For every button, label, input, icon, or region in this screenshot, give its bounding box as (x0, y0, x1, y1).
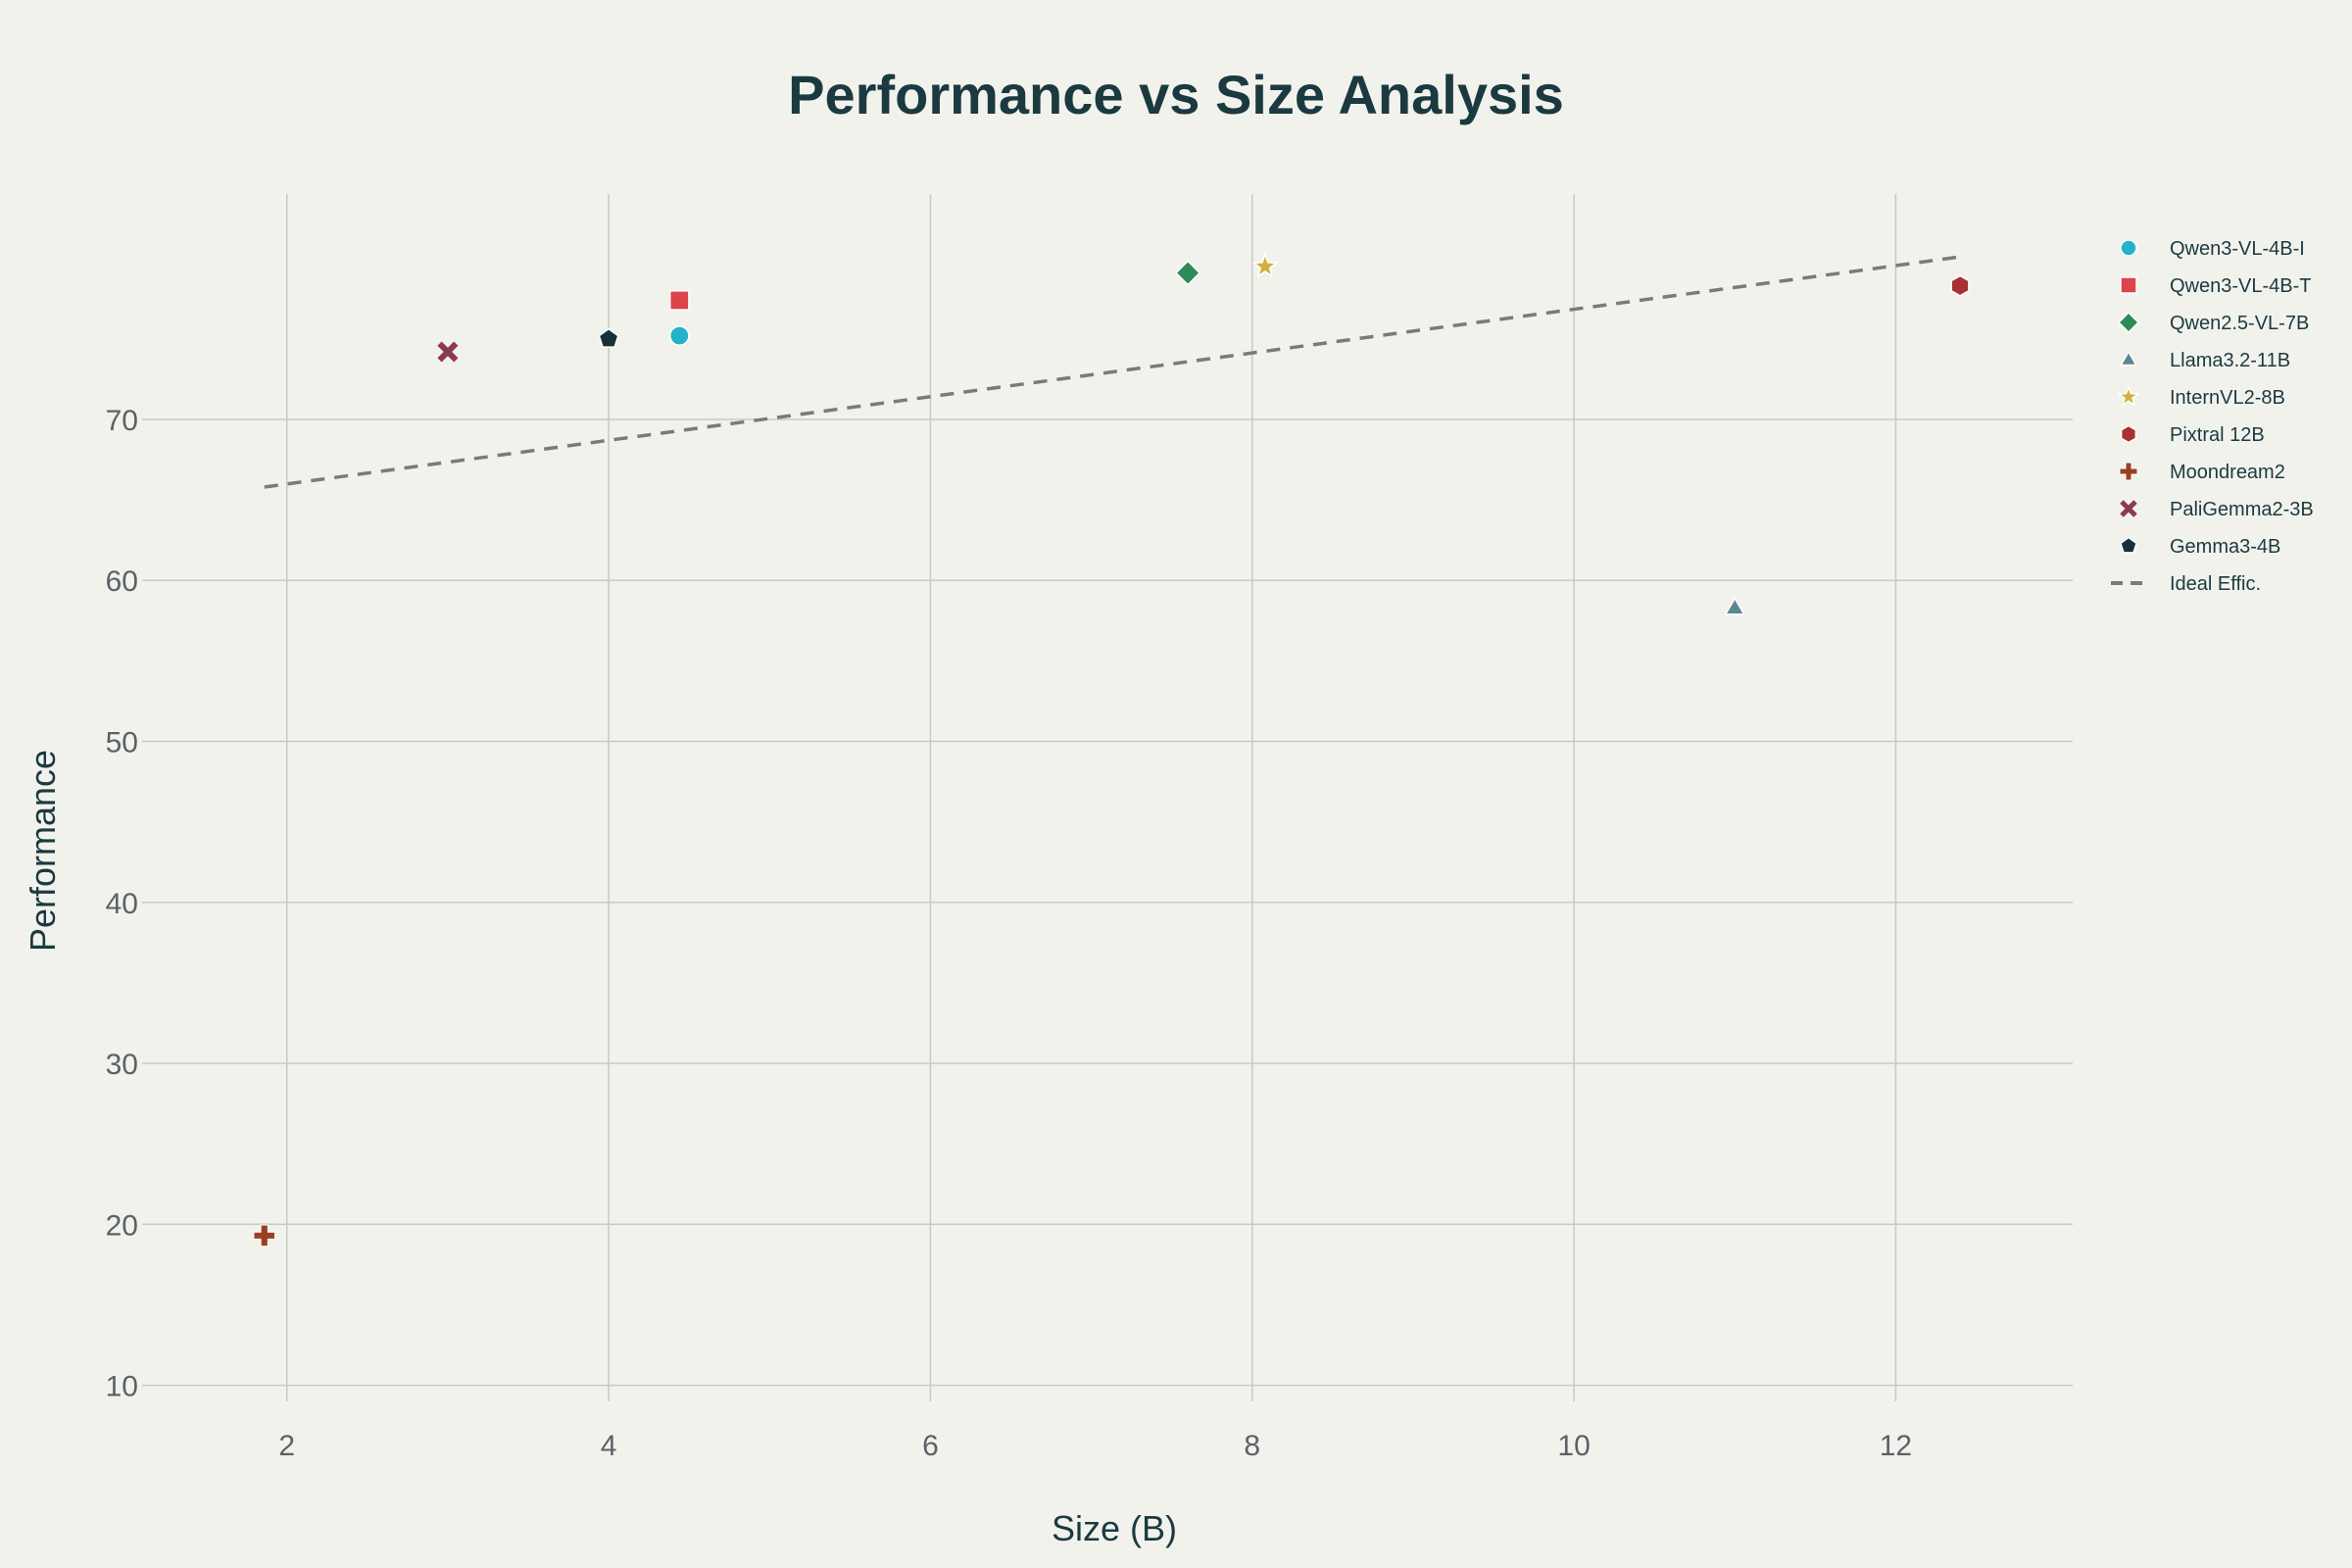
legend-item-paligemma2-3b[interactable]: PaliGemma2-3B (2120, 499, 2314, 520)
legend-item-internvl2-8b[interactable]: InternVL2-8B (2117, 384, 2285, 409)
chart-title: Performance vs Size Analysis (788, 64, 1564, 125)
y-tick-label: 40 (106, 888, 138, 920)
points-layer (253, 252, 1970, 1248)
y-tick-label: 50 (106, 727, 138, 760)
legend-item-llama3-2-11b[interactable]: Llama3.2-11B (2119, 350, 2290, 371)
x-axis-title: Size (B) (1052, 1508, 1177, 1548)
data-point-qwen3-vl-4b-t[interactable] (668, 290, 690, 311)
legend-marker-pixtral-12b[interactable] (2120, 424, 2137, 444)
y-tick-label: 70 (106, 405, 138, 437)
legend-label: Qwen3-VL-4B-I (2170, 238, 2305, 260)
data-point-paligemma2-3b[interactable] (437, 341, 459, 363)
legend-label: Qwen2.5-VL-7B (2170, 313, 2309, 334)
y-tick-label: 60 (106, 565, 138, 598)
legend-label: Ideal Effic. (2170, 573, 2261, 595)
legend-marker-qwen3-vl-4b-i[interactable] (2120, 239, 2137, 257)
trend-line-ideal-effic (264, 255, 1961, 489)
legend-item-moondream2[interactable]: Moondream2 (2119, 462, 2285, 483)
legend-label: Gemma3-4B (2170, 536, 2280, 558)
legend-marker-moondream2[interactable] (2119, 462, 2138, 481)
y-tick-label: 20 (106, 1209, 138, 1242)
legend[interactable]: Qwen3-VL-4B-I Qwen3-VL-4B-T Qwen2.5-VL-7B L… (2111, 238, 2314, 595)
y-axis-title: Performance (23, 750, 63, 952)
ticks-layer: 2 4 6 8 10 12 10 20 30 40 50 60 70 (106, 405, 1912, 1462)
legend-label: PaliGemma2-3B (2170, 499, 2314, 520)
legend-label: Llama3.2-11B (2170, 350, 2290, 371)
legend-marker-llama3-2-11b[interactable] (2119, 350, 2138, 367)
data-point-qwen3-vl-4b-i[interactable] (668, 325, 690, 346)
y-tick-label: 30 (106, 1049, 138, 1081)
legend-item-qwen3-vl-4b-t[interactable]: Qwen3-VL-4B-T (2120, 275, 2312, 297)
legend-marker-qwen3-vl-4b-t[interactable] (2120, 276, 2137, 294)
legend-label: InternVL2-8B (2170, 387, 2285, 409)
legend-label: Qwen3-VL-4B-T (2170, 275, 2312, 297)
data-point-moondream2[interactable] (253, 1224, 276, 1248)
legend-item-gemma3-4b[interactable]: Gemma3-4B (2120, 536, 2280, 558)
legend-label: Pixtral 12B (2170, 424, 2265, 446)
x-tick-label: 2 (278, 1430, 295, 1462)
legend-marker-gemma3-4b[interactable] (2120, 536, 2137, 554)
x-tick-label: 4 (601, 1430, 617, 1462)
legend-marker-paligemma2-3b[interactable] (2120, 500, 2137, 517)
legend-item-pixtral-12b[interactable]: Pixtral 12B (2120, 424, 2265, 446)
legend-label: Moondream2 (2170, 462, 2285, 483)
x-tick-label: 8 (1244, 1430, 1260, 1462)
legend-marker-internvl2-8b[interactable] (2117, 384, 2140, 407)
trend-layer (264, 255, 1961, 489)
data-point-gemma3-4b[interactable] (598, 327, 619, 348)
data-point-llama3-2-11b[interactable] (1724, 597, 1745, 615)
x-tick-label: 6 (922, 1430, 939, 1462)
x-tick-label: 10 (1557, 1430, 1590, 1462)
grid-layer (142, 194, 2073, 1401)
legend-item-qwen2-5-vl-7b[interactable]: Qwen2.5-VL-7B (2117, 311, 2309, 334)
legend-marker-qwen2-5-vl-7b[interactable] (2117, 311, 2140, 334)
data-point-pixtral-12b[interactable] (1950, 274, 1970, 297)
data-point-qwen2-5-vl-7b[interactable] (1175, 260, 1201, 286)
legend-item-qwen3-vl-4b-i[interactable]: Qwen3-VL-4B-I (2120, 238, 2305, 260)
x-tick-label: 12 (1880, 1430, 1912, 1462)
y-tick-label: 10 (106, 1371, 138, 1403)
data-point-internvl2-8b[interactable] (1251, 252, 1279, 278)
legend-item-ideal-effic[interactable]: Ideal Effic. (2111, 573, 2261, 595)
